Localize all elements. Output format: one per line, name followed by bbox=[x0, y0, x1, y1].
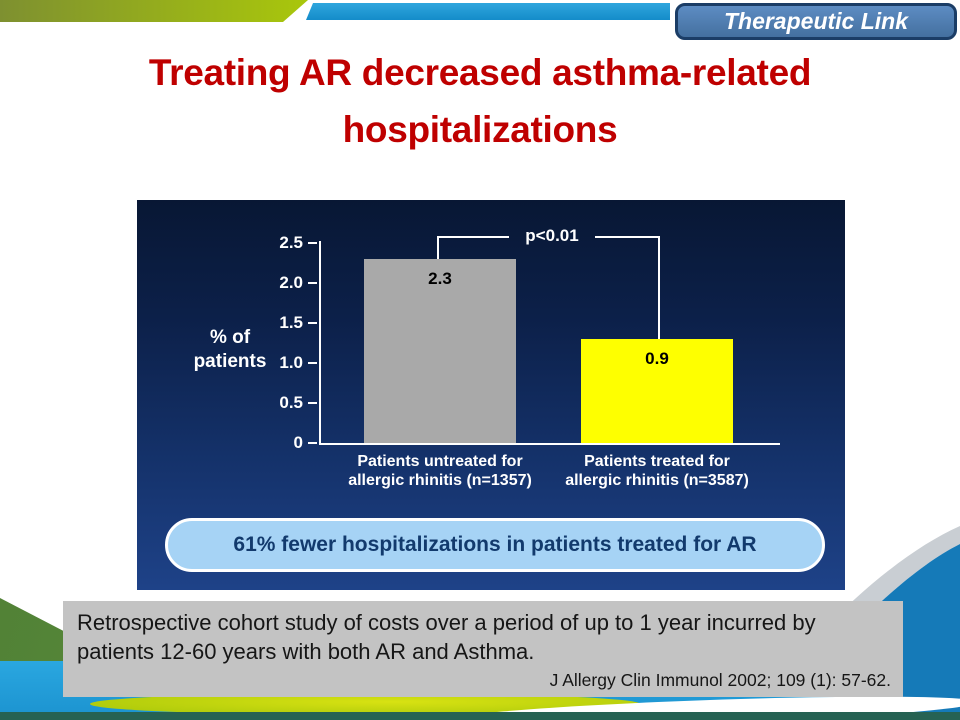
y-axis-line bbox=[319, 241, 321, 445]
slide-title: Treating AR decreased asthma-related hos… bbox=[0, 44, 960, 158]
y-axis-title-line-2: patients bbox=[193, 351, 267, 372]
bracket-right-riser bbox=[658, 236, 660, 339]
badge-label: Therapeutic Link bbox=[723, 8, 909, 34]
bracket-left-riser bbox=[437, 236, 439, 259]
therapeutic-link-badge: Therapeutic Link bbox=[675, 3, 957, 40]
citation: J Allergy Clin Immunol 2002; 109 (1): 57… bbox=[549, 670, 891, 690]
bottom-green-swoosh bbox=[90, 693, 640, 715]
x-category-label: Patients untreated for allergic rhinitis … bbox=[328, 452, 552, 490]
bottom-teal-strip bbox=[0, 712, 960, 720]
bar-value-label: 0.9 bbox=[645, 349, 669, 368]
y-tick-label: 0 bbox=[293, 433, 303, 452]
x-category-label-line: Patients untreated for bbox=[357, 453, 523, 470]
y-tick-mark bbox=[308, 402, 317, 404]
top-cyan-band bbox=[306, 3, 670, 20]
y-tick-mark bbox=[308, 442, 317, 444]
y-tick-mark bbox=[308, 322, 317, 324]
callout-pill: 61% fewer hospitalizations in patients t… bbox=[165, 518, 825, 572]
title-line-1: Treating AR decreased asthma-related bbox=[148, 52, 812, 93]
y-tick-label: 1.5 bbox=[279, 313, 303, 332]
y-tick-label: 2.5 bbox=[279, 233, 303, 252]
study-description: Retrospective cohort study of costs over… bbox=[77, 610, 816, 664]
bar-untreated bbox=[364, 259, 516, 443]
y-tick-label: 1.0 bbox=[279, 353, 303, 372]
bar-treated bbox=[581, 339, 733, 443]
y-axis-title: % of patients bbox=[155, 326, 305, 374]
y-tick-mark bbox=[308, 242, 317, 244]
y-tick-mark bbox=[308, 362, 317, 364]
x-axis-line bbox=[319, 443, 780, 445]
top-left-green-band bbox=[0, 0, 308, 22]
bar-chart: % of patients p<0.01 61% fewer hospitali… bbox=[137, 200, 845, 590]
x-category-label-line: allergic rhinitis (n=1357) bbox=[348, 472, 532, 489]
footnote-box: Retrospective cohort study of costs over… bbox=[63, 601, 903, 697]
significance-label: p<0.01 bbox=[525, 226, 579, 245]
y-tick-label: 2.0 bbox=[279, 273, 303, 292]
x-category-label-line: Patients treated for bbox=[584, 453, 730, 470]
bracket-right-segment bbox=[595, 236, 660, 238]
callout-text: 61% fewer hospitalizations in patients t… bbox=[233, 533, 757, 556]
y-tick-label: 0.5 bbox=[279, 393, 303, 412]
bar-value-label: 2.3 bbox=[428, 269, 452, 288]
x-category-label: Patients treated for allergic rhinitis (n… bbox=[545, 452, 769, 490]
y-axis-title-line-1: % of bbox=[209, 327, 251, 348]
x-category-label-line: allergic rhinitis (n=3587) bbox=[565, 472, 749, 489]
title-line-2: hospitalizations bbox=[342, 109, 618, 150]
y-tick-mark bbox=[308, 282, 317, 284]
bracket-left-segment bbox=[437, 236, 509, 238]
